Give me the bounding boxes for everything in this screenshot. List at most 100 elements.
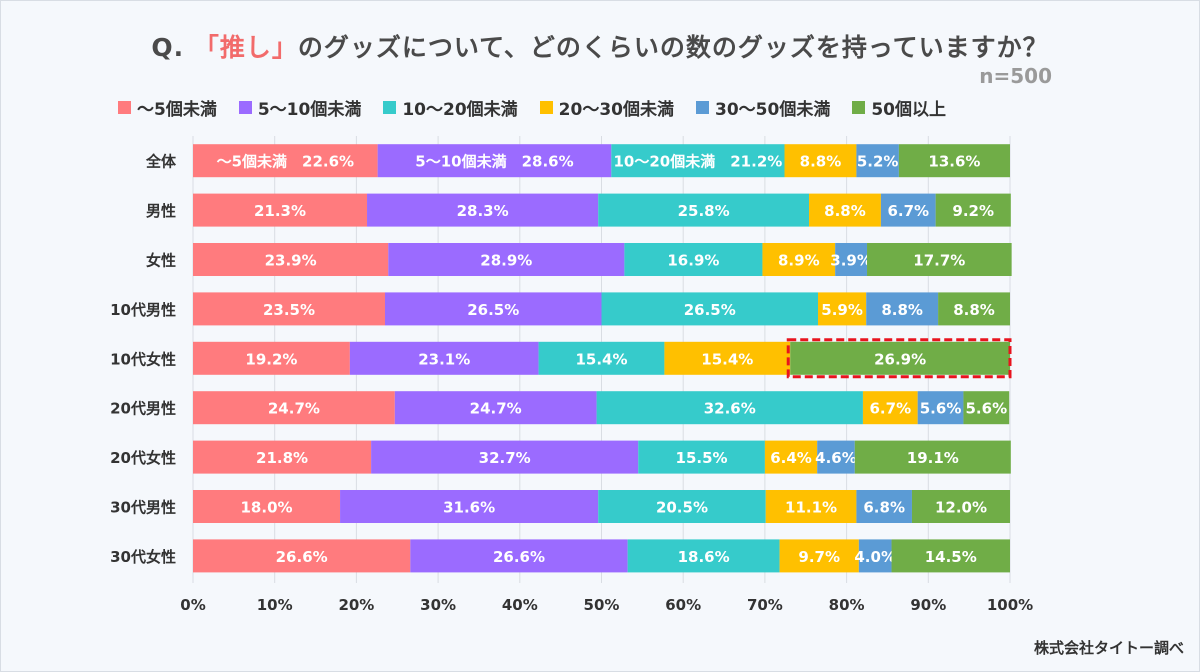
data-label: 8.9% [778, 252, 820, 270]
data-label: 26.5% [467, 301, 519, 319]
data-label: 32.7% [479, 449, 531, 467]
data-label: 6.7% [887, 202, 929, 220]
source-note: 株式会社タイトー調べ [1033, 639, 1184, 657]
data-label: 28.9% [480, 252, 532, 270]
data-label: 3.9% [830, 252, 872, 270]
legend-item: 50個以上 [852, 95, 946, 120]
legend-label: 50個以上 [871, 100, 946, 120]
x-tick-label: 100% [987, 596, 1033, 614]
data-label: 24.7% [470, 400, 522, 418]
x-tick-label: 50% [584, 596, 620, 614]
data-label: 8.8% [881, 301, 923, 319]
bar-segment [340, 490, 599, 523]
bar-segment [193, 292, 385, 326]
bar-segment [193, 391, 395, 425]
data-label: 28.3% [457, 202, 509, 220]
bar-segment [371, 440, 639, 474]
data-label: 12.0% [935, 499, 987, 517]
bar-segment [765, 490, 857, 523]
bar-segment [858, 539, 892, 573]
category-label: 男性 [146, 202, 176, 220]
bar-segment [193, 539, 411, 573]
data-label: 15.4% [701, 350, 753, 368]
bar-segment [917, 391, 964, 425]
bar-segment [601, 292, 819, 326]
data-label: 11.1% [785, 499, 837, 517]
data-label: 26.6% [493, 548, 545, 566]
x-tick-label: 80% [829, 596, 865, 614]
legend-label: 10～20個未満 [402, 100, 518, 120]
category-label: 30代男性 [110, 499, 176, 517]
data-label: 6.7% [870, 400, 912, 418]
legend-swatch [539, 101, 553, 114]
bar-segment [638, 440, 765, 474]
data-label: 4.6% [815, 449, 857, 467]
bar-segment [809, 193, 881, 227]
bar-segment [538, 341, 665, 375]
data-label: 5.6% [966, 400, 1008, 418]
x-tick-label: 0% [180, 596, 205, 614]
data-label: 20.5% [656, 499, 708, 517]
bar-segment [891, 539, 1010, 573]
legend-item: 5～10個未満 [238, 95, 362, 120]
category-label: 10代男性 [110, 301, 176, 319]
bar-segment [664, 341, 791, 375]
data-label: 23.5% [263, 301, 315, 319]
data-label: 31.6% [443, 499, 495, 517]
legend-item: 20～30個未満 [539, 95, 674, 120]
data-label: 8.8% [800, 153, 842, 171]
bar-segment [410, 539, 628, 573]
bar-segment [384, 292, 602, 326]
data-label: 21.3% [254, 202, 306, 220]
data-label: 9.2% [952, 202, 994, 220]
highlight-box [786, 338, 1012, 379]
category-label: 20代女性 [110, 449, 176, 467]
legend-label: 5～10個未満 [257, 100, 362, 120]
x-tick-label: 30% [420, 596, 456, 614]
data-label: 26.5% [684, 301, 736, 319]
bar-segment [193, 341, 350, 375]
bar-segment [367, 193, 599, 227]
data-label: 5.2% [857, 153, 899, 171]
bar-segment [790, 341, 1010, 375]
bar-segment [867, 243, 1012, 276]
x-tick-label: 10% [257, 596, 293, 614]
legend-swatch [696, 101, 709, 114]
bar-segment [627, 539, 780, 573]
data-label: 4.0% [854, 548, 896, 566]
data-label: 16.9% [667, 252, 719, 270]
bar-segment [598, 193, 810, 227]
bar-segment [611, 144, 785, 178]
data-label: 23.9% [265, 252, 317, 270]
legend: ～5個未満 5～10個未満 10～20個未満 20～30個未満 30～50個未満 50個以… [118, 95, 946, 120]
bar-segment [818, 292, 867, 326]
data-label: 19.2% [245, 350, 297, 368]
data-label: ～5個未満 22.6% [217, 153, 354, 171]
bar-segment [862, 391, 918, 425]
x-tick-label: 40% [502, 596, 538, 614]
data-label: 24.7% [268, 400, 320, 418]
bar-segment [193, 144, 378, 178]
data-label: 18.6% [678, 548, 730, 566]
data-label: 15.4% [575, 350, 627, 368]
legend-swatch [238, 101, 252, 114]
data-label: 8.8% [953, 301, 995, 319]
data-label: 17.7% [913, 252, 965, 270]
legend-item: ～5個未満 [118, 95, 217, 120]
bar-segment [880, 193, 936, 227]
data-label: 5～10個未満 28.6% [415, 153, 573, 171]
category-label: 女性 [146, 252, 176, 270]
data-label: 23.1% [418, 350, 470, 368]
x-tick-label: 70% [747, 596, 783, 614]
bar-segment [911, 490, 1010, 523]
legend-swatch [383, 101, 397, 114]
x-tick-label: 20% [338, 596, 374, 614]
bar-segment [394, 391, 597, 425]
data-label: 13.6% [928, 153, 980, 171]
data-label: 5.6% [920, 400, 962, 418]
bar-segment [762, 243, 836, 276]
category-label: 20代男性 [110, 400, 176, 418]
bar-segment [193, 243, 389, 276]
x-tick-label: 90% [910, 596, 946, 614]
bar-segment [817, 440, 855, 474]
